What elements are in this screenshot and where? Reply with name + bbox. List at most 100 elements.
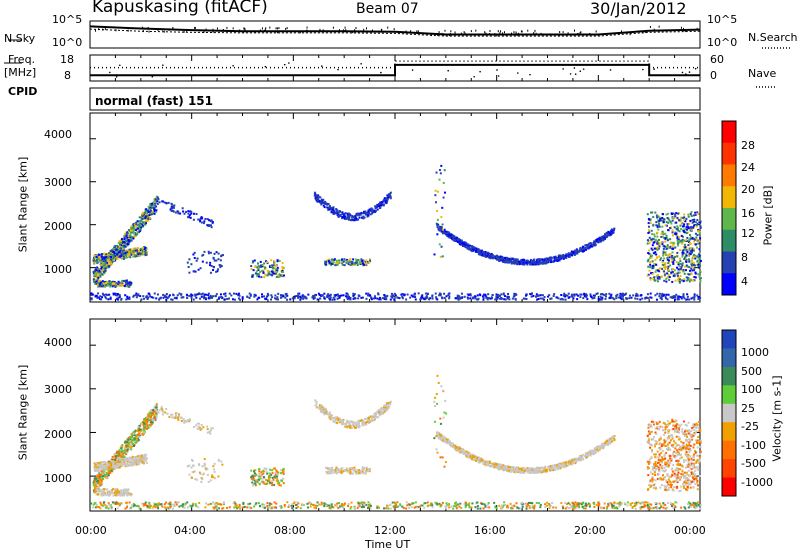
echo-cell: [676, 216, 679, 219]
echo-cell: [107, 259, 110, 262]
echo-cell: [393, 298, 396, 301]
echo-cell: [490, 252, 493, 255]
cpid-panel: [89, 87, 701, 111]
echo-cell: [482, 298, 485, 301]
echo-cell: [252, 269, 255, 272]
echo-cell: [657, 228, 660, 231]
echo-cell: [190, 212, 193, 215]
echo-cell: [558, 259, 561, 262]
echo-cell: [650, 229, 653, 232]
echo-cell: [102, 293, 105, 296]
echo-cell: [436, 218, 439, 221]
echo-cell: [114, 294, 117, 297]
echo-cell: [575, 250, 578, 253]
echo-cell: [600, 240, 603, 243]
echo-cell: [333, 210, 336, 213]
echo-cell: [504, 295, 507, 298]
echo-cell: [284, 296, 287, 299]
echo-cell: [536, 298, 539, 301]
echo-cell: [365, 259, 368, 262]
echo-cell: [156, 196, 159, 199]
echo-cell: [347, 259, 350, 262]
echo-cell: [100, 468, 103, 471]
echo-cell: [658, 292, 661, 295]
echo-cell: [209, 271, 212, 274]
echo-cell: [201, 292, 204, 295]
echo-cell: [668, 256, 671, 259]
echo-cell: [357, 218, 360, 221]
echo-cell: [661, 261, 664, 264]
echo-cell: [673, 259, 676, 262]
echo-cell: [111, 254, 114, 257]
echo-cell: [690, 225, 693, 228]
echo-cell: [312, 294, 315, 297]
echo-cell: [651, 249, 654, 252]
echo-cell: [149, 295, 152, 298]
echo-cell: [132, 226, 135, 229]
echo-cell: [464, 241, 467, 244]
echo-cell: [105, 297, 108, 300]
echo-cell: [694, 211, 697, 214]
echo-cell: [96, 267, 99, 270]
echo-cell: [686, 236, 689, 239]
echo-cell: [676, 238, 679, 241]
echo-cell: [167, 201, 170, 204]
echo-cell: [112, 464, 115, 467]
echo-cell: [396, 296, 399, 299]
echo-cell: [500, 293, 503, 296]
echo-cell: [649, 266, 652, 269]
echo-cell: [421, 296, 424, 299]
echo-cell: [665, 248, 668, 251]
echo-cell: [148, 214, 151, 217]
echo-cell: [115, 244, 118, 247]
echo-cell: [550, 297, 553, 300]
echo-cell: [351, 264, 354, 267]
echo-cell: [486, 296, 489, 299]
echo-cell: [379, 298, 382, 301]
echo-cell: [334, 295, 337, 298]
echo-cell: [538, 259, 541, 262]
nave-dot: [151, 75, 154, 78]
echo-cell: [217, 297, 220, 300]
echo-cell: [273, 260, 276, 263]
echo-cell: [487, 293, 490, 296]
echo-cell: [472, 248, 475, 251]
echo-cell: [92, 484, 95, 487]
echo-cell: [295, 294, 298, 297]
echo-cell: [681, 264, 684, 267]
echo-cell: [699, 225, 702, 228]
echo-cell: [680, 296, 683, 299]
echo-cell: [676, 251, 679, 254]
echo-cell: [117, 245, 120, 248]
echo-cell: [648, 242, 651, 245]
echo-cell: [316, 298, 319, 301]
echo-cell: [484, 294, 487, 297]
echo-cell: [266, 269, 269, 272]
echo-cell: [190, 210, 193, 213]
echo-cell: [352, 263, 355, 266]
echo-cell: [696, 230, 699, 233]
echo-cell: [573, 293, 576, 296]
echo-cell: [662, 247, 665, 250]
echo-cell: [355, 217, 358, 220]
echo-cell: [139, 295, 142, 298]
echo-cell: [666, 239, 669, 242]
echo-cell: [277, 274, 280, 277]
echo-cell: [570, 250, 573, 253]
echo-cell: [576, 252, 579, 255]
echo-cell: [103, 283, 106, 286]
echo-cell: [130, 225, 133, 228]
echo-cell: [462, 244, 465, 247]
echo-cell: [681, 249, 684, 252]
echo-cell: [144, 217, 147, 220]
echo-cell: [651, 233, 654, 236]
echo-cell: [665, 221, 668, 224]
echo-cell: [389, 298, 392, 301]
echo-cell: [195, 259, 198, 262]
echo-cell: [671, 216, 674, 219]
echo-cell: [386, 198, 389, 201]
echo-cell: [601, 237, 604, 240]
nave-dot: [579, 70, 582, 73]
echo-cell: [438, 178, 441, 181]
echo-cell: [97, 482, 100, 485]
